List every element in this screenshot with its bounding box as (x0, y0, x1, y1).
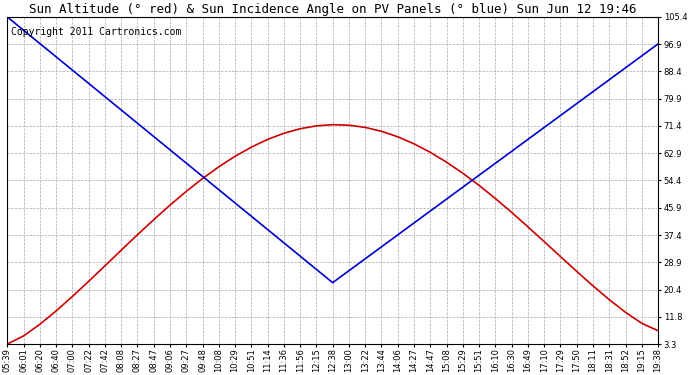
Text: Copyright 2011 Cartronics.com: Copyright 2011 Cartronics.com (10, 27, 181, 37)
Title: Sun Altitude (° red) & Sun Incidence Angle on PV Panels (° blue) Sun Jun 12 19:4: Sun Altitude (° red) & Sun Incidence Ang… (29, 3, 636, 16)
